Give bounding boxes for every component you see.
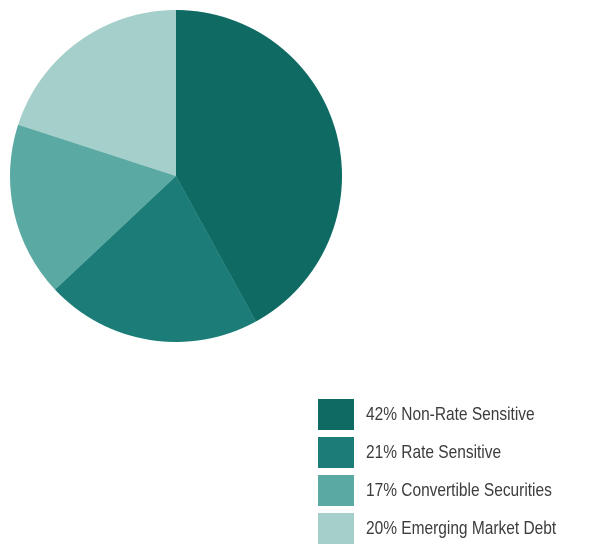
- legend-label: 42% Non-Rate Sensitive: [366, 404, 535, 424]
- pie-chart: [9, 10, 343, 343]
- pie-slice-3: [18, 10, 177, 176]
- pie-slice-2: [9, 124, 177, 290]
- pie-slice-0: [176, 10, 343, 322]
- legend-item-rate-sensitive: 21% Rate Sensitive: [318, 436, 608, 469]
- legend-swatch: [318, 399, 354, 430]
- legend-item-non-rate-sensitive: 42% Non-Rate Sensitive: [318, 398, 608, 431]
- legend-swatch: [318, 475, 354, 506]
- legend-label: 17% Convertible Securities: [366, 480, 552, 500]
- legend-item-emerging-market-debt: 20% Emerging Market Debt: [318, 512, 608, 545]
- legend-item-convertible-securities: 17% Convertible Securities: [318, 474, 608, 507]
- legend-swatch: [318, 437, 354, 468]
- legend-swatch: [318, 513, 354, 544]
- pie-slice-1: [54, 176, 256, 343]
- legend-label: 20% Emerging Market Debt: [366, 518, 557, 538]
- legend-label: 21% Rate Sensitive: [366, 442, 502, 462]
- legend: 42% Non-Rate Sensitive 21% Rate Sensitiv…: [318, 398, 608, 550]
